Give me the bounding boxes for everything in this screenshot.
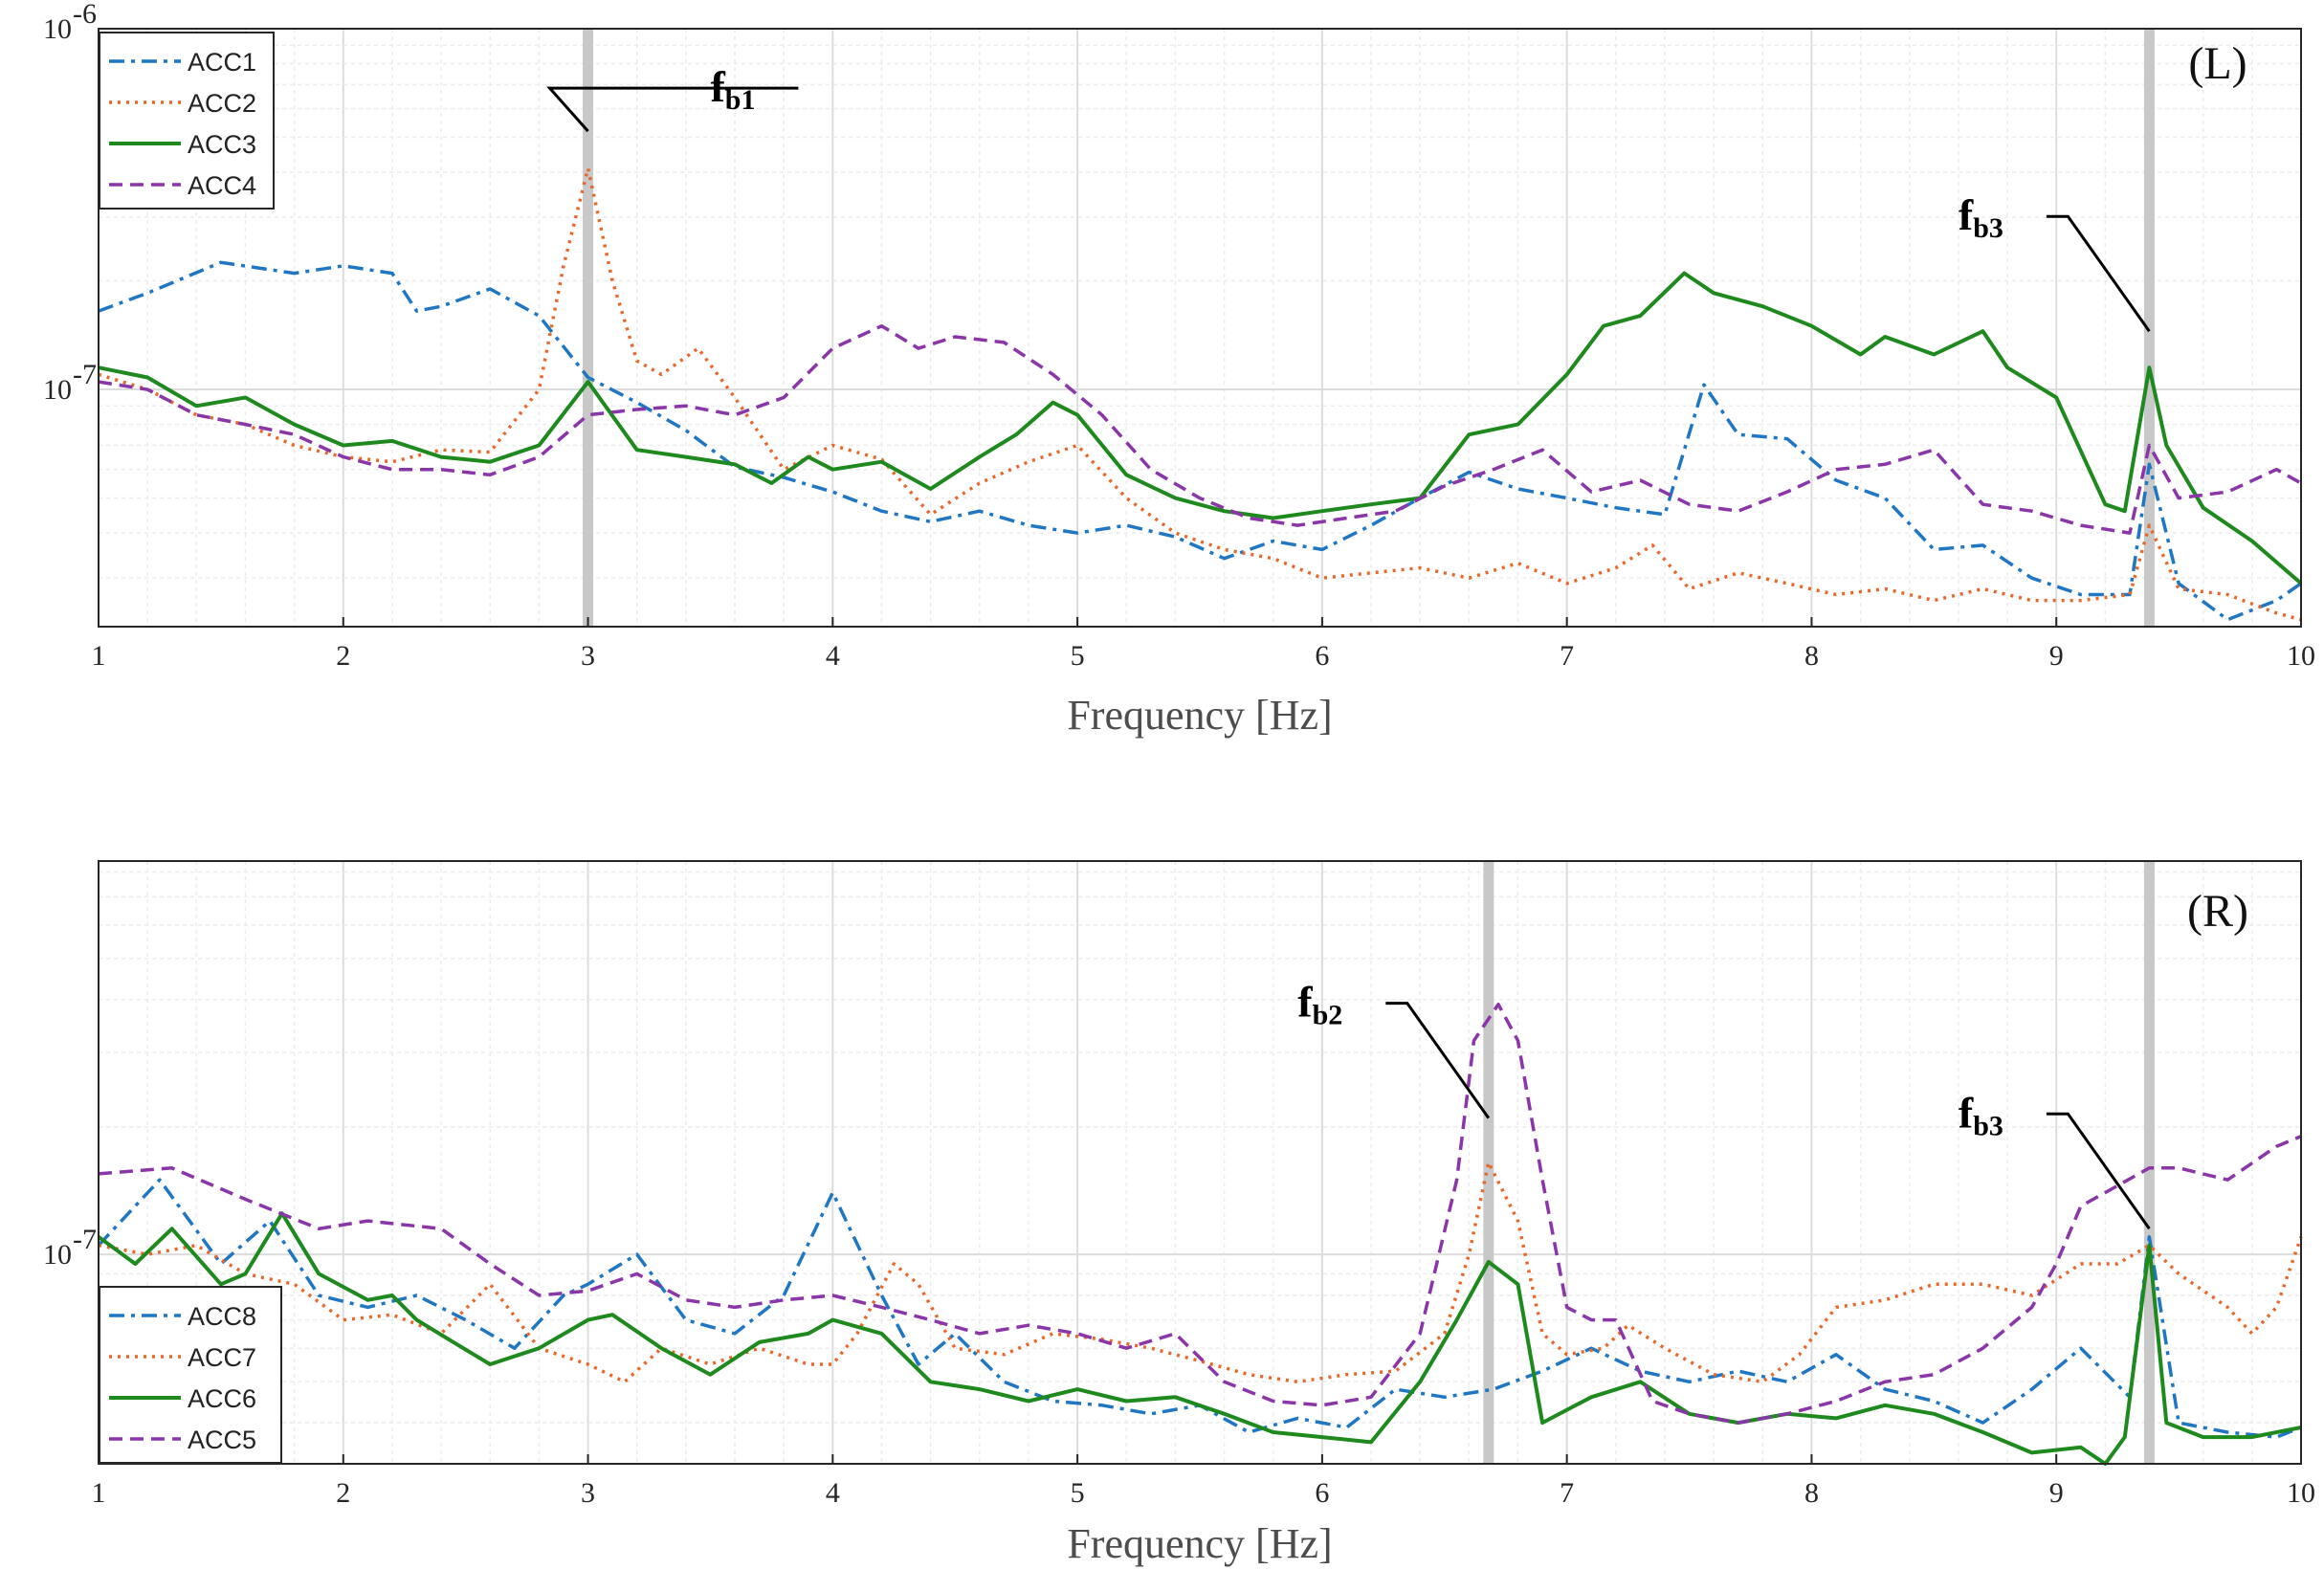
y-tick-label: 10	[43, 374, 72, 406]
annotation-leader	[1385, 1002, 1491, 1119]
panel-label: (L)	[2188, 38, 2247, 89]
x-tick-label: 4	[826, 640, 840, 672]
x-tick-label: 5	[1071, 640, 1085, 672]
legend-label-acc4: ACC4	[188, 171, 256, 200]
x-axis-label: Frequency [Hz]	[1067, 1520, 1332, 1567]
annotation-fb3: fb3	[1959, 1088, 2003, 1141]
y-tick-label: 10	[43, 1239, 72, 1271]
legend-label-acc2: ACC2	[188, 89, 256, 118]
x-tick-label: 1	[92, 1477, 106, 1509]
legend: ACC1 ACC2 ACC3 ACC4	[99, 32, 275, 210]
x-tick-label: 8	[1804, 1477, 1819, 1509]
legend-label-acc5: ACC5	[188, 1426, 256, 1454]
legend-label-acc7: ACC7	[188, 1343, 256, 1372]
x-tick-label: 10	[2287, 1477, 2315, 1509]
x-tick-label: 7	[1560, 1477, 1574, 1509]
y-tick-label: 10	[43, 13, 72, 45]
series-line-acc8	[97, 1178, 2302, 1439]
y-tick-exponent: -6	[73, 0, 97, 30]
x-tick-label: 3	[581, 1477, 595, 1509]
annotation-fb2: fb2	[1297, 978, 1342, 1031]
annotation-leader	[546, 86, 799, 133]
x-tick-label: 5	[1071, 1477, 1085, 1509]
x-tick-label: 10	[2287, 640, 2315, 672]
x-tick-label: 9	[2049, 640, 2064, 672]
legend-box	[99, 32, 275, 210]
x-tick-label: 2	[336, 640, 350, 672]
x-tick-label: 1	[92, 640, 106, 672]
y-tick-exponent: -7	[73, 1224, 97, 1255]
series-line-acc4	[98, 323, 2302, 535]
x-tick-label: 2	[336, 1477, 350, 1509]
x-tick-label: 8	[1804, 640, 1819, 672]
x-tick-label: 3	[581, 640, 595, 672]
annotation-fb3: fb3	[1959, 190, 2003, 244]
series-line-acc5	[98, 1002, 2302, 1425]
y-tick-exponent: -7	[73, 359, 97, 390]
x-tick-label: 9	[2049, 1477, 2064, 1509]
x-axis-label: Frequency [Hz]	[1067, 692, 1332, 739]
axes-frame	[98, 28, 2302, 628]
legend-label-acc3: ACC3	[188, 130, 256, 159]
x-tick-label: 4	[826, 1477, 840, 1509]
series-line-acc1	[98, 260, 2302, 622]
axes-frame	[98, 860, 2302, 1465]
x-tick-label: 6	[1315, 640, 1329, 672]
x-tick-label: 6	[1315, 1477, 1329, 1509]
legend: ACC8 ACC7 ACC6 ACC5	[99, 1286, 282, 1464]
legend-box	[99, 1286, 282, 1464]
legend-label-acc1: ACC1	[188, 48, 256, 77]
x-tick-label: 7	[1560, 640, 1574, 672]
annotation-leader	[2046, 214, 2151, 333]
series-line-acc3	[98, 271, 2303, 586]
panel-label: (R)	[2187, 886, 2248, 937]
series-line-acc6	[97, 1211, 2302, 1466]
annotation-leader	[2046, 1112, 2151, 1230]
legend-label-acc6: ACC6	[188, 1384, 256, 1413]
legend-label-acc8: ACC8	[188, 1302, 256, 1331]
